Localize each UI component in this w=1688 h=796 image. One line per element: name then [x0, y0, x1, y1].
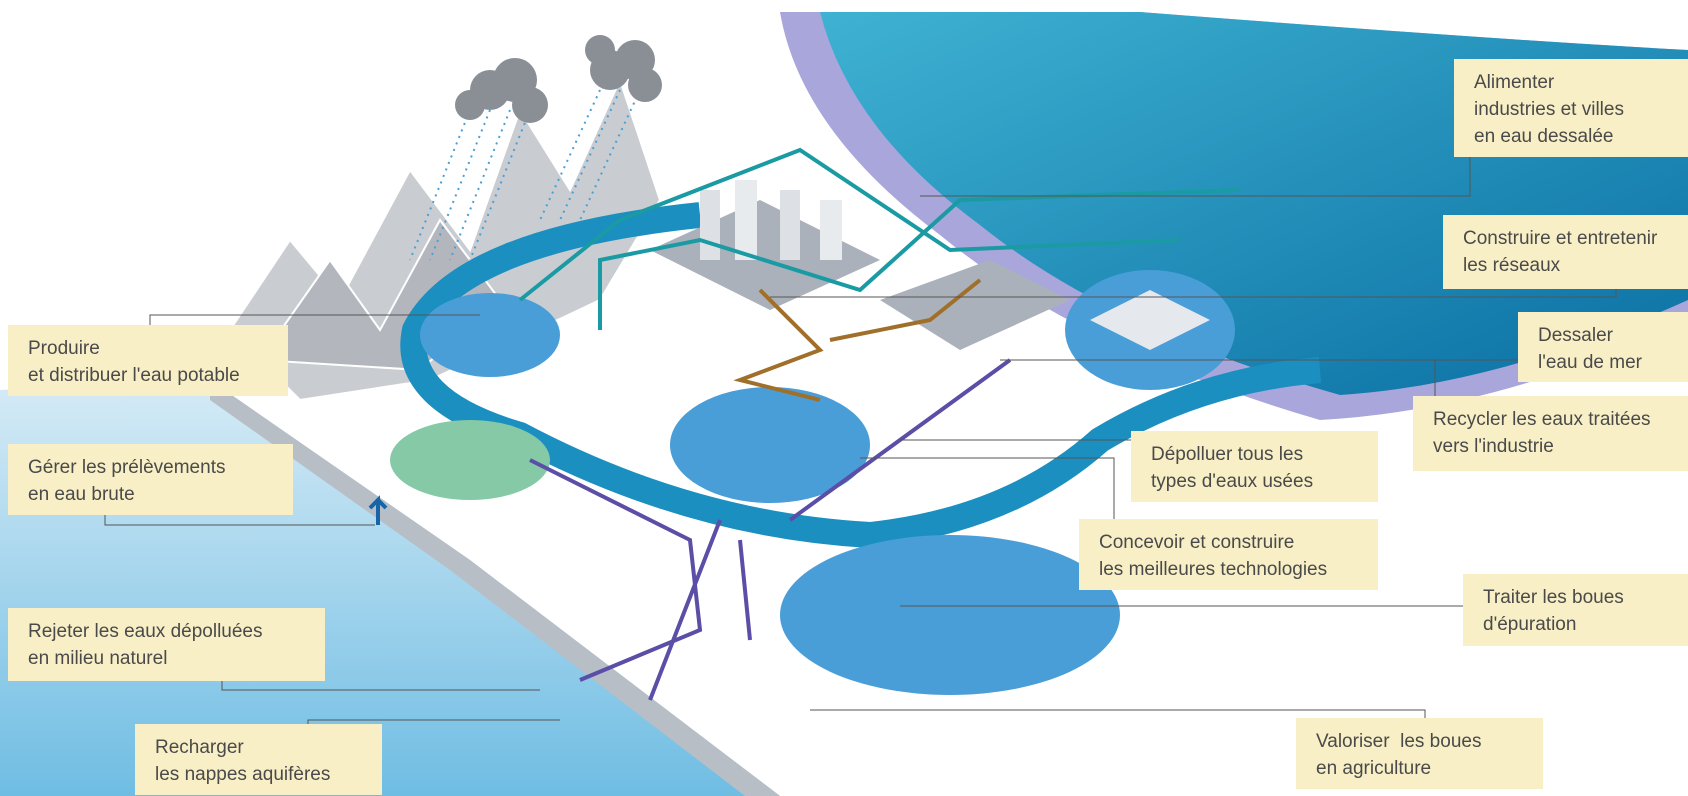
label-line: en agriculture: [1316, 755, 1523, 782]
label-line: Produire: [28, 335, 268, 362]
label-line: Recharger: [155, 734, 362, 761]
label-line: Dépolluer tous les: [1151, 441, 1358, 468]
label-line: vers l'industrie: [1433, 433, 1668, 460]
label-line: types d'eaux usées: [1151, 468, 1358, 495]
label-line: Dessaler: [1538, 322, 1668, 349]
label-line: industries et villes: [1474, 96, 1668, 123]
label-line: les réseaux: [1463, 252, 1668, 279]
label-line: d'épuration: [1483, 611, 1668, 638]
lower-water: [0, 380, 780, 796]
label-line: Concevoir et construire: [1099, 529, 1358, 556]
label-line: l'eau de mer: [1538, 349, 1668, 376]
label-line: les nappes aquifères: [155, 761, 362, 788]
label-line: Recycler les eaux traitées: [1433, 406, 1668, 433]
label-line: en milieu naturel: [28, 645, 305, 672]
label-line: les meilleures technologies: [1099, 556, 1358, 583]
label-line: Construire et entretenir: [1463, 225, 1668, 252]
label-line: et distribuer l'eau potable: [28, 362, 268, 389]
label-line: Alimenter: [1474, 69, 1668, 96]
label-line: en eau dessalée: [1474, 123, 1668, 150]
label-line: Valoriser les boues: [1316, 728, 1523, 755]
label-line: Rejeter les eaux dépolluées: [28, 618, 305, 645]
label-line: en eau brute: [28, 481, 273, 508]
page: Alimenterindustries et villesen eau dess…: [0, 0, 1688, 796]
label-line: Gérer les prélèvements: [28, 454, 273, 481]
label-line: Traiter les boues: [1483, 584, 1668, 611]
